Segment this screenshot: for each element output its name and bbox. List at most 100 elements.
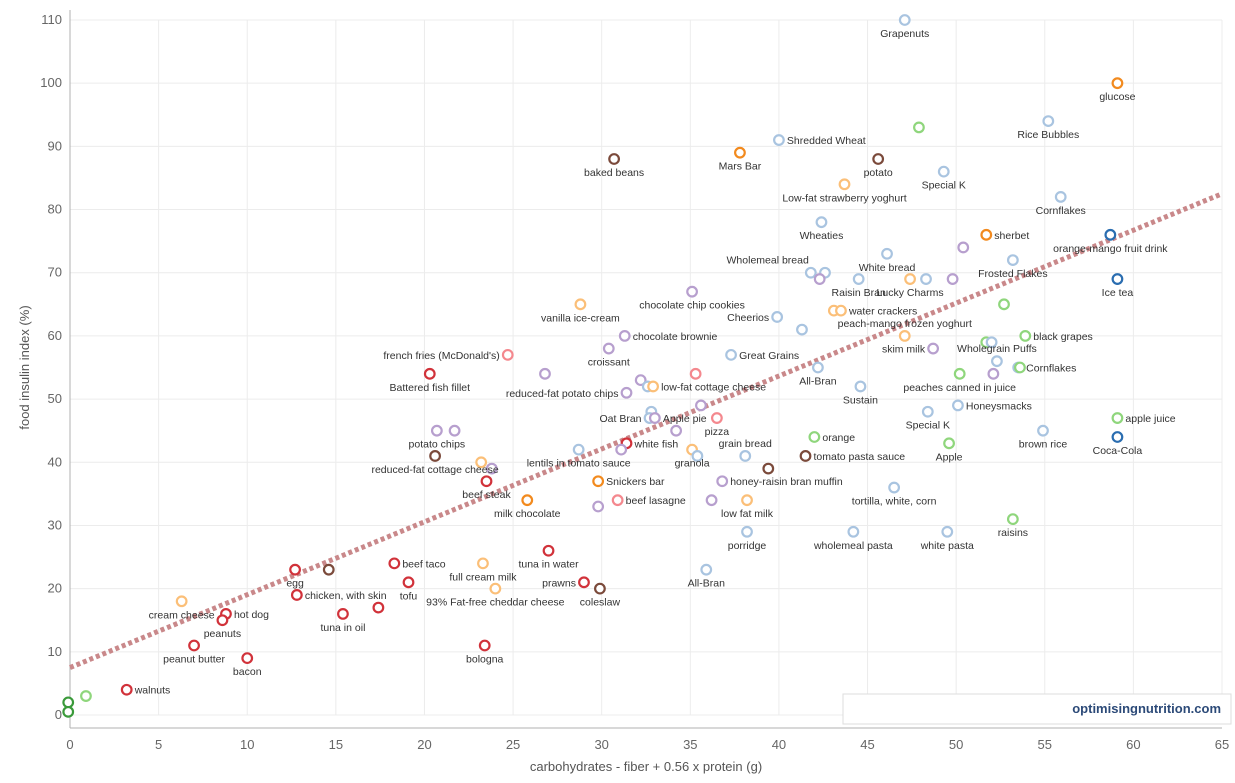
data-point[interactable]: [838, 178, 851, 191]
data-point[interactable]: [700, 563, 713, 576]
data-point[interactable]: [578, 576, 590, 589]
data-point[interactable]: [835, 304, 847, 317]
data-point[interactable]: [62, 705, 75, 718]
data-point[interactable]: [1054, 191, 1067, 203]
data-point[interactable]: [952, 399, 964, 412]
data-point[interactable]: [485, 462, 498, 475]
data-point[interactable]: [647, 380, 659, 393]
data-point[interactable]: [574, 298, 587, 311]
data-point[interactable]: [812, 361, 824, 374]
data-point[interactable]: [1019, 330, 1032, 342]
data-point[interactable]: [987, 367, 1000, 380]
data-point[interactable]: [980, 228, 993, 241]
data-point[interactable]: [691, 450, 704, 462]
data-point[interactable]: [602, 342, 615, 355]
data-point[interactable]: [898, 14, 911, 26]
data-point[interactable]: [710, 412, 723, 424]
data-point[interactable]: [943, 437, 955, 450]
data-point[interactable]: [501, 348, 514, 361]
data-point[interactable]: [1006, 513, 1019, 526]
data-point[interactable]: [80, 690, 92, 702]
watermark-text[interactable]: optimisingnutrition.com: [1072, 701, 1221, 716]
data-point[interactable]: [953, 367, 966, 380]
data-point[interactable]: [337, 608, 349, 620]
data-point[interactable]: [608, 153, 620, 165]
data-point[interactable]: [872, 153, 885, 165]
data-point[interactable]: [854, 380, 867, 393]
data-point[interactable]: [734, 146, 746, 159]
data-point[interactable]: [991, 355, 1003, 368]
data-point[interactable]: [985, 336, 998, 349]
data-point[interactable]: [480, 475, 493, 488]
data-point[interactable]: [62, 696, 75, 709]
data-point[interactable]: [402, 576, 415, 589]
data-point[interactable]: [423, 367, 436, 380]
data-point[interactable]: [804, 266, 817, 279]
data-point[interactable]: [937, 165, 950, 178]
data-point[interactable]: [478, 639, 491, 652]
data-point[interactable]: [741, 525, 753, 538]
data-point[interactable]: [847, 525, 860, 538]
data-point[interactable]: [815, 216, 828, 229]
data-point[interactable]: [475, 456, 488, 469]
data-point[interactable]: [741, 494, 753, 507]
data-point[interactable]: [808, 431, 821, 443]
data-point[interactable]: [289, 563, 301, 576]
data-point[interactable]: [920, 273, 932, 285]
data-point[interactable]: [725, 348, 737, 361]
data-point[interactable]: [771, 311, 784, 323]
data-point[interactable]: [762, 462, 775, 475]
data-point[interactable]: [686, 285, 698, 298]
data-point[interactable]: [689, 367, 702, 380]
data-point[interactable]: [372, 601, 385, 614]
data-point[interactable]: [773, 134, 785, 146]
data-point[interactable]: [904, 273, 916, 285]
data-point[interactable]: [572, 443, 585, 456]
data-point[interactable]: [796, 323, 808, 336]
data-point[interactable]: [120, 683, 133, 696]
data-point[interactable]: [941, 525, 954, 538]
data-point[interactable]: [921, 405, 934, 418]
data-point[interactable]: [1014, 361, 1026, 374]
data-point[interactable]: [477, 557, 489, 570]
data-point[interactable]: [489, 582, 502, 595]
data-point[interactable]: [1104, 228, 1117, 241]
data-point[interactable]: [1037, 424, 1049, 437]
data-point[interactable]: [1111, 412, 1124, 424]
data-point[interactable]: [705, 494, 718, 507]
data-point[interactable]: [611, 494, 624, 507]
data-point[interactable]: [739, 450, 752, 462]
data-point[interactable]: [881, 247, 893, 260]
data-point[interactable]: [448, 424, 461, 437]
data-point[interactable]: [539, 367, 551, 380]
data-point[interactable]: [946, 273, 959, 285]
data-point[interactable]: [957, 241, 970, 254]
data-point[interactable]: [634, 374, 647, 387]
data-point[interactable]: [927, 342, 940, 355]
data-point[interactable]: [175, 595, 188, 608]
data-point[interactable]: [290, 589, 303, 601]
data-point[interactable]: [594, 582, 606, 595]
data-point[interactable]: [388, 557, 401, 570]
data-point[interactable]: [898, 330, 911, 342]
data-point[interactable]: [695, 399, 707, 412]
data-point[interactable]: [1006, 254, 1019, 266]
data-point[interactable]: [542, 544, 555, 557]
data-point[interactable]: [429, 450, 441, 462]
data-point[interactable]: [618, 330, 631, 342]
data-point[interactable]: [716, 475, 729, 488]
data-point[interactable]: [620, 386, 633, 399]
data-point[interactable]: [799, 450, 812, 462]
data-point[interactable]: [1111, 273, 1124, 285]
data-point[interactable]: [615, 443, 628, 456]
data-point[interactable]: [430, 424, 443, 437]
data-point[interactable]: [998, 298, 1010, 311]
data-point[interactable]: [216, 614, 229, 627]
data-point[interactable]: [813, 273, 826, 285]
data-point[interactable]: [241, 652, 254, 665]
data-point[interactable]: [1042, 115, 1055, 127]
data-point[interactable]: [913, 121, 925, 134]
data-point[interactable]: [852, 273, 865, 285]
data-point[interactable]: [1111, 431, 1124, 443]
data-point[interactable]: [670, 424, 683, 437]
